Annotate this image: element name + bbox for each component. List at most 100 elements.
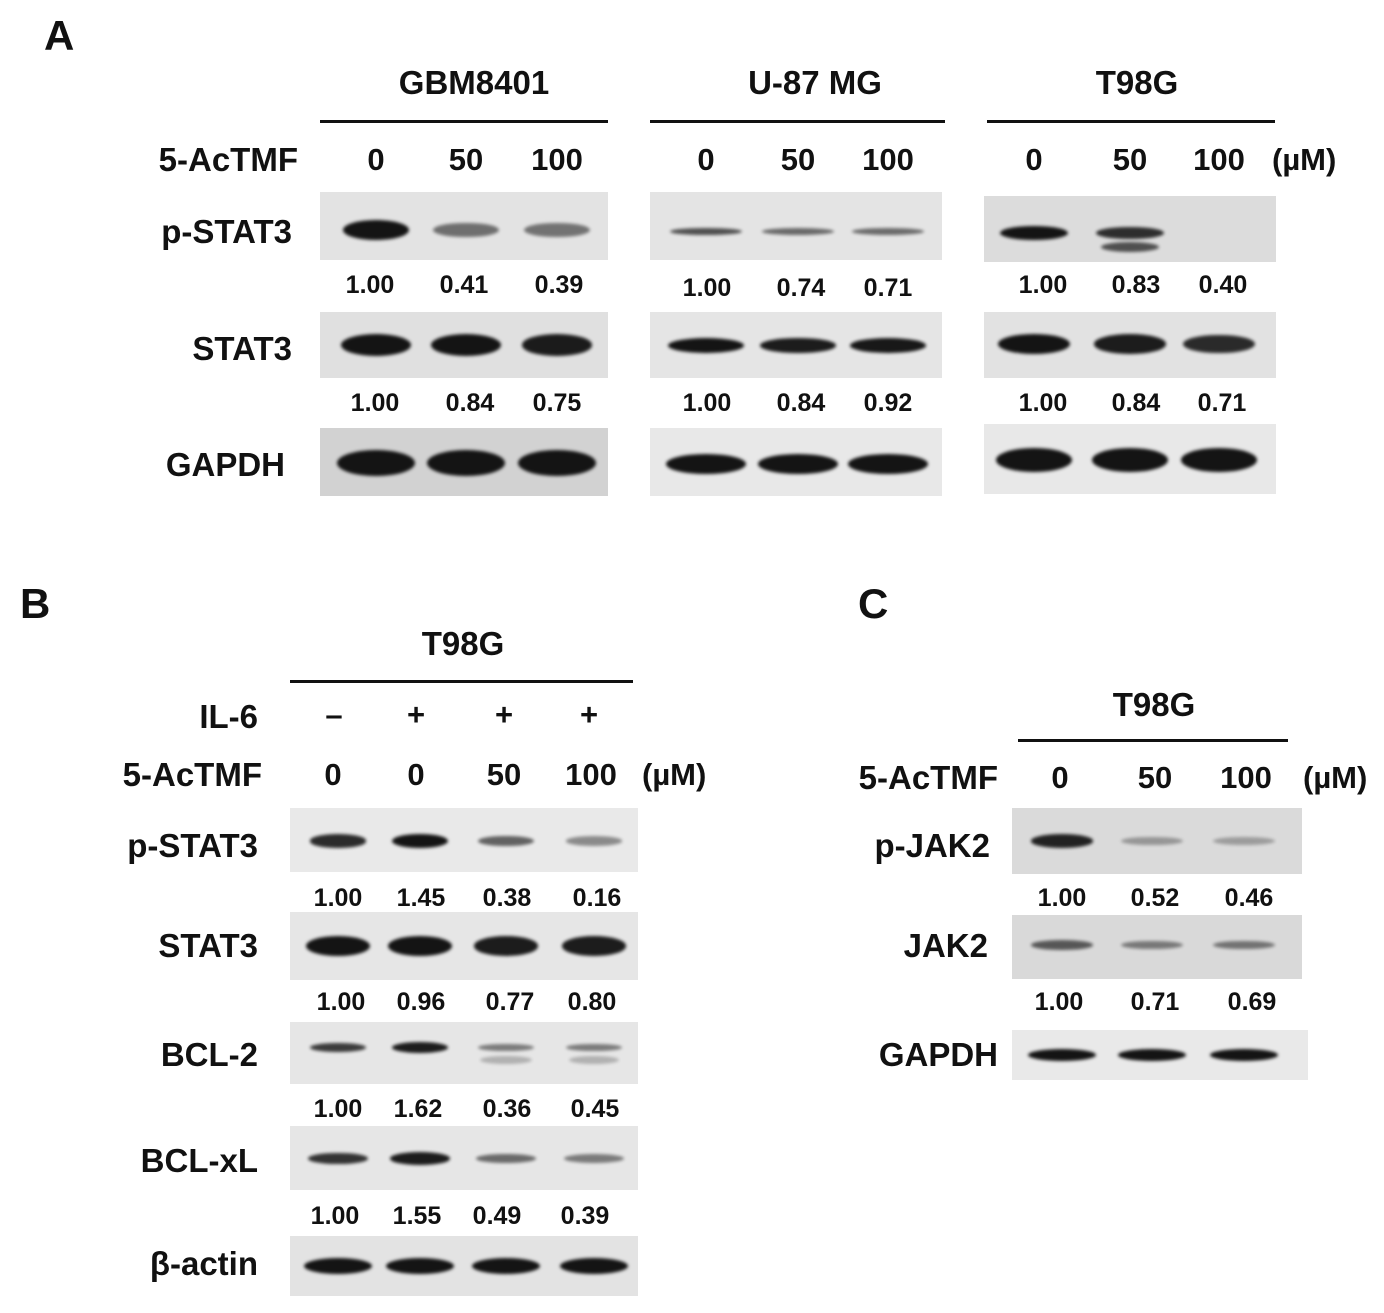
panel-b-quant: 1.00 [310,1202,360,1230]
blot-band [518,450,596,476]
blot-band [433,222,499,238]
blot-band [431,334,501,356]
panel-a-blot-stat3-u87 [650,312,942,378]
panel-c-row-label: p-JAK2 [874,827,990,864]
blot-band [1121,836,1183,846]
panel-b-quant: 1.00 [313,1095,363,1123]
panel-c-title: T98G [1112,686,1196,723]
blot-band [758,454,838,474]
panel-a-dose: 50 [448,142,484,177]
panel-b-quant: 0.16 [572,884,622,912]
blot-band [670,227,742,236]
panel-a-quant: 1.00 [345,271,395,299]
panel-a-dose: 50 [1112,142,1148,177]
panel-b-quant: 1.45 [396,884,446,912]
panel-b-quant: 0.80 [567,988,617,1016]
panel-c-dose: 100 [1220,760,1272,795]
panel-b-row-label: p-STAT3 [127,827,258,864]
panel-c-blot-gapdh [1012,1030,1308,1080]
panel-b-dose: 50 [486,757,522,792]
panel-a-letter: A [44,12,75,59]
panel-a-row-label: p-STAT3 [161,213,292,250]
panel-c-quant: 0.52 [1130,884,1180,912]
panel-b-quant: 1.62 [393,1095,443,1123]
panel-a-dose: 0 [367,142,385,177]
panel-b-row-label: BCL-xL [140,1142,258,1179]
panel-b-il6-label: IL-6 [199,698,258,735]
panel-a-blot-pstat3-t98g [984,196,1276,262]
panel-a-quant: 0.83 [1111,271,1161,299]
panel-b-quant: 0.77 [485,988,535,1016]
blot-band [1210,1049,1278,1061]
panel-b-row-label: STAT3 [158,927,258,964]
panel-b-il6: + [406,697,426,732]
blot-band [392,834,448,848]
panel-b-blot-stat3 [290,912,638,980]
blot-band [760,338,836,353]
panel-a-unit: (µM) [1272,142,1337,177]
panel-b-quant: 0.39 [560,1202,610,1230]
panel-a-quant: 1.00 [682,389,732,417]
panel-a-blot-stat3-gbm8401 [320,312,608,378]
panel-b-blot-beta-actin [290,1236,638,1296]
panel-c-quant: 1.00 [1037,884,1087,912]
blot-band [852,228,924,235]
panel-a-blot-gapdh-gbm8401 [320,428,608,496]
panel-b-quant: 0.45 [570,1095,620,1123]
panel-c-dose: 50 [1137,760,1173,795]
panel-c-unit: (µM) [1303,760,1368,795]
blot-band [1213,836,1275,846]
blot-band [1028,1049,1096,1061]
panel-a-treatment-label: 5-AcTMF [158,141,298,178]
blot-band [1183,334,1255,354]
panel-a-quant: 0.84 [1111,389,1161,417]
panel-a-quant: 0.84 [445,389,495,417]
blot-band [566,1043,622,1052]
panel-a-row-label: STAT3 [192,330,292,367]
panel-b-il6: + [494,697,514,732]
panel-b-quant: 1.55 [392,1202,442,1230]
panel-a-group2-bracket [650,120,945,123]
blot-band [308,1152,368,1165]
blot-band [480,1056,532,1064]
blot-band [474,936,538,956]
panel-a-dose: 0 [697,142,715,177]
panel-c-row-label: GAPDH [878,1036,998,1073]
panel-a-blot-gapdh-t98g [984,424,1276,494]
blot-band [569,1056,619,1064]
blot-band [427,450,505,476]
panel-c-blot-pjak2 [1012,808,1302,874]
panel-a-group1-bracket [320,120,608,123]
panel-c-letter: C [858,580,889,627]
panel-a-quant: 0.39 [534,271,584,299]
blot-band [1181,448,1257,472]
blot-band [850,338,926,353]
panel-a-dose: 100 [1193,142,1245,177]
panel-b-blot-bcl2 [290,1022,638,1084]
blot-band [388,936,452,956]
blot-band [1101,242,1159,252]
panel-a-quant: 0.71 [1197,389,1247,417]
panel-b-dose: 100 [565,757,617,792]
blot-band [762,228,834,235]
blot-band [560,1258,628,1274]
panel-a-group3-bracket [987,120,1275,123]
panel-a-quant: 0.71 [863,274,913,302]
blot-band [1092,448,1168,472]
panel-c-quant: 0.46 [1224,884,1274,912]
panel-b-il6: + [579,697,599,732]
blot-band [306,936,370,956]
panel-b-title: T98G [421,625,505,662]
blot-band [390,1152,450,1165]
panel-a-quant: 0.92 [863,389,913,417]
blot-band [1031,834,1093,848]
panel-a-quant: 0.74 [776,274,826,302]
panel-b-letter: B [20,580,51,627]
blot-band [668,338,744,353]
panel-c-bracket [1018,739,1288,742]
blot-band [1094,334,1166,354]
panel-a-blot-pstat3-u87 [650,192,942,260]
panel-a-quant: 1.00 [1018,271,1068,299]
panel-a-dose: 100 [531,142,583,177]
